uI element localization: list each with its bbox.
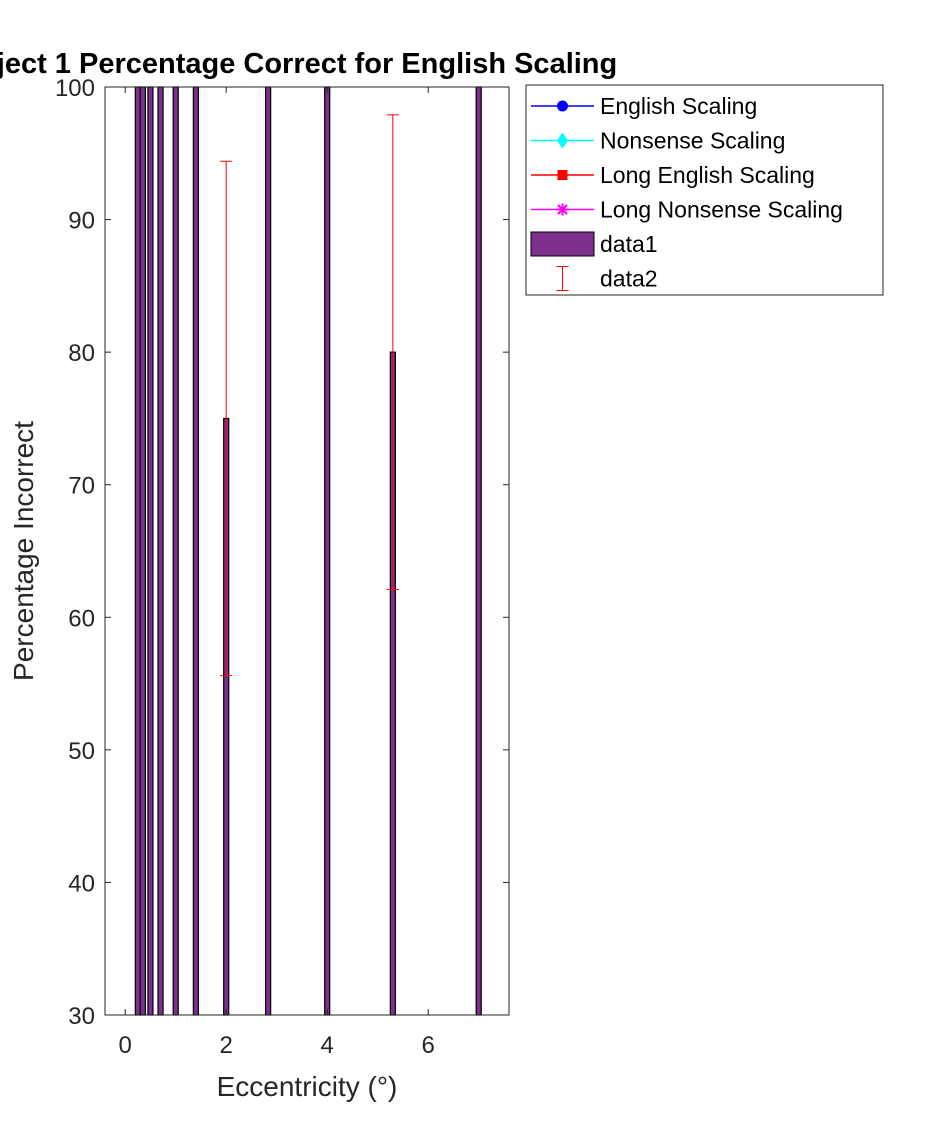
legend-label: Nonsense Scaling [600, 128, 785, 154]
legend-entry-4: data1 [530, 231, 658, 257]
legend: English Scaling Nonsense Scaling Long Engl… [525, 84, 884, 296]
bar-1 [139, 86, 147, 1016]
bar-10 [475, 86, 482, 1016]
legend-marker-circle [557, 100, 568, 112]
y-tick-label: 40 [68, 870, 95, 897]
bar-4 [172, 86, 179, 1016]
x-axis-label: Eccentricity (°) [217, 1071, 398, 1102]
legend-label: Long Nonsense Scaling [600, 197, 843, 223]
y-axis-label: Percentage Incorrect [8, 421, 39, 681]
bar-0 [134, 86, 141, 1016]
bar-3 [157, 86, 164, 1016]
ticks-group: 0 2 4 6 30 40 50 60 70 80 90 100 [55, 75, 509, 1059]
legend-marker-diamond [556, 132, 569, 149]
legend-entry-3: Long Nonsense Scaling [531, 197, 843, 223]
legend-marker-asterisk [557, 204, 568, 215]
y-tick-label: 90 [68, 208, 95, 235]
legend-label: data1 [600, 231, 658, 257]
x-tick-label: 4 [321, 1032, 334, 1059]
legend-label: English Scaling [600, 93, 757, 119]
legend-label: Long English Scaling [600, 162, 815, 188]
errorbars-group [220, 114, 399, 677]
legend-entry-1: Nonsense Scaling [531, 128, 785, 154]
y-tick-label: 70 [68, 473, 95, 500]
x-tick-label: 2 [220, 1032, 233, 1059]
errorbar-1 [386, 114, 399, 590]
legend-entry-0: English Scaling [531, 93, 757, 119]
y-tick-label: 30 [68, 1003, 95, 1030]
y-tick-label: 80 [68, 340, 95, 367]
bar-5 [192, 86, 200, 1016]
legend-label: data2 [600, 266, 658, 292]
axes-box [104, 86, 510, 1016]
y-tick-label: 60 [68, 605, 95, 632]
axes-group [104, 86, 510, 1016]
legend-entry-5: data2 [556, 266, 658, 292]
legend-box [525, 84, 884, 296]
bar-2 [147, 86, 154, 1016]
bar-7 [264, 86, 272, 1016]
legend-marker-square [557, 170, 568, 180]
errorbar-0 [220, 160, 233, 677]
plot-area [105, 87, 509, 1015]
bar-8 [324, 86, 331, 1016]
y-tick-label: 50 [68, 738, 95, 765]
x-tick-label: 0 [119, 1032, 132, 1059]
chart-title: ject 1 Percentage Correct for English Sc… [0, 48, 617, 80]
y-tick-label: 100 [55, 75, 95, 102]
x-tick-label: 6 [422, 1032, 435, 1059]
legend-patch [530, 231, 595, 257]
legend-entry-2: Long English Scaling [531, 162, 815, 188]
